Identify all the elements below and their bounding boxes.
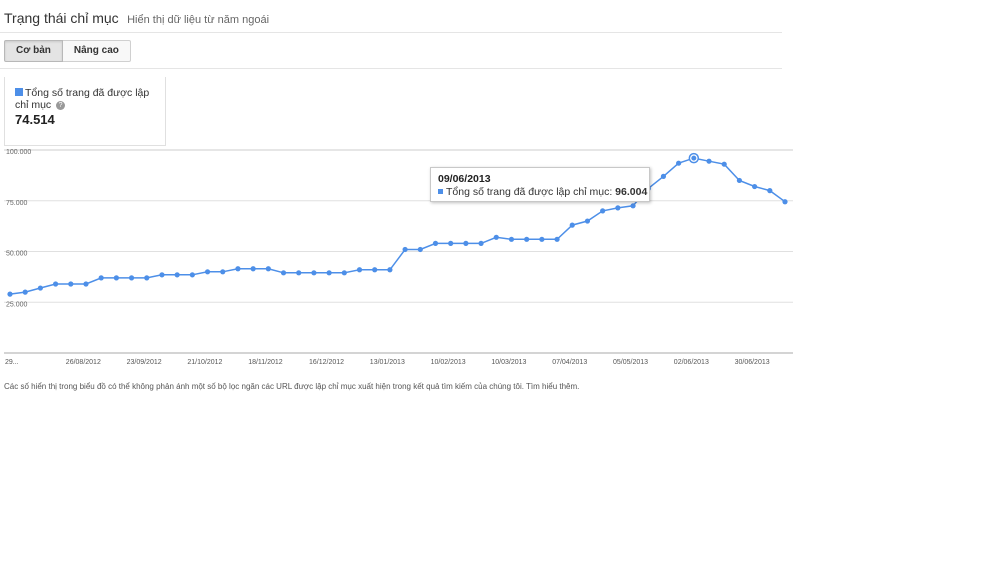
data-point <box>584 218 591 224</box>
data-point <box>22 289 28 295</box>
data-point <box>493 234 499 240</box>
x-tick-label: 21/10/2012 <box>187 359 222 366</box>
x-axis-ticks: 29... 26/08/2012 23/09/2012 21/10/2012 18/11… <box>5 359 770 366</box>
x-tick-label: 13/01/2013 <box>370 359 405 366</box>
view-tabs: Cơ bản Nâng cao <box>4 40 131 62</box>
data-point <box>660 173 667 179</box>
series-swatch <box>15 88 23 96</box>
data-point <box>311 270 317 276</box>
data-point <box>432 240 439 246</box>
data-point <box>113 275 119 281</box>
x-tick-label: 05/05/2013 <box>613 359 648 366</box>
x-tick-label: 16/12/2012 <box>309 359 344 366</box>
data-point <box>98 275 104 281</box>
data-point <box>524 236 530 242</box>
data-point <box>782 199 788 205</box>
data-point <box>767 188 773 194</box>
data-point <box>721 161 727 167</box>
metric-value: 74.514 <box>15 112 55 127</box>
page-header: Trạng thái chỉ mục Hiển thị dữ liệu từ n… <box>4 10 269 28</box>
tooltip-swatch <box>438 189 443 194</box>
help-icon[interactable]: ? <box>56 101 66 110</box>
page-title: Trạng thái chỉ mục <box>4 10 119 26</box>
chart-tooltip: 09/06/2013 Tổng số trang đã được lập chỉ… <box>430 167 650 202</box>
data-point <box>296 270 302 276</box>
data-point <box>706 158 712 164</box>
y-tick-label: 100.000 <box>6 149 31 156</box>
data-point <box>37 285 43 291</box>
x-tick-label: 02/06/2013 <box>674 359 709 366</box>
chart-grid <box>4 149 793 354</box>
x-tick-label: 10/03/2013 <box>491 359 526 366</box>
series-line <box>9 157 786 295</box>
y-tick-label: 50.000 <box>6 251 28 258</box>
data-point <box>463 240 469 246</box>
tooltip-series: Tổng số trang đã được lập chỉ mục: <box>446 186 613 198</box>
data-point <box>52 281 59 287</box>
footnote-text: Các số hiển thị trong biểu đồ có thể khô… <box>4 382 524 391</box>
metric-box: Tổng số trang đã được lập chỉ mục ? 74.5… <box>4 77 166 146</box>
y-axis-ticks: 100.000 75.000 50.000 25.000 <box>6 149 31 308</box>
x-tick-label: 30/06/2013 <box>735 359 770 366</box>
data-point <box>402 246 408 253</box>
data-point <box>736 177 743 184</box>
tooltip-value: 96.004 <box>615 186 648 198</box>
learn-more-link[interactable]: Tìm hiểu thêm. <box>526 382 580 391</box>
data-point <box>68 281 74 287</box>
data-point <box>265 266 271 272</box>
series-points <box>7 152 788 297</box>
data-point <box>250 266 256 272</box>
data-point <box>372 267 378 273</box>
data-point <box>676 160 682 166</box>
data-point <box>326 270 332 276</box>
data-point <box>280 270 287 276</box>
data-point <box>189 272 195 278</box>
x-tick-label: 29... <box>5 359 19 366</box>
data-point <box>174 272 180 278</box>
tabs-divider <box>0 68 782 69</box>
data-point <box>478 240 484 246</box>
x-tick-label: 10/02/2013 <box>431 359 466 366</box>
x-tick-label: 18/11/2012 <box>248 359 283 366</box>
data-point <box>615 205 621 211</box>
data-point <box>159 272 165 278</box>
data-point <box>508 236 515 242</box>
metric-label: Tổng số trang đã được lập chỉ mục <box>15 87 150 111</box>
data-point <box>204 269 211 275</box>
tab-advanced[interactable]: Nâng cao <box>62 40 131 62</box>
y-tick-label: 25.000 <box>6 301 28 308</box>
data-point <box>554 236 560 242</box>
data-point <box>128 275 135 281</box>
metric-label-row: Tổng số trang đã được lập chỉ mục ? <box>15 87 163 111</box>
data-point <box>7 291 13 297</box>
data-point <box>356 267 363 273</box>
header-divider <box>0 32 782 33</box>
line-chart: 100.000 75.000 50.000 25.000 29... 26/08/201… <box>4 149 793 366</box>
data-point <box>387 267 393 273</box>
x-tick-label: 07/04/2013 <box>552 359 587 366</box>
data-point <box>83 281 89 287</box>
data-point-highlight-core <box>691 155 697 161</box>
x-tick-label: 23/09/2012 <box>127 359 162 366</box>
page-subtitle: Hiển thị dữ liệu từ năm ngoái <box>127 14 270 26</box>
data-point <box>600 208 606 214</box>
x-tick-label: 26/08/2012 <box>66 359 101 366</box>
tooltip-date: 09/06/2013 <box>438 173 491 185</box>
footnote: Các số hiển thị trong biểu đồ có thể khô… <box>4 382 579 391</box>
data-point <box>752 183 758 190</box>
data-point <box>220 269 226 275</box>
data-point <box>539 236 545 242</box>
data-point <box>235 266 241 272</box>
data-point <box>569 222 575 228</box>
y-tick-label: 75.000 <box>6 200 28 207</box>
tab-basic[interactable]: Cơ bản <box>4 40 63 62</box>
data-point <box>417 246 423 253</box>
data-point <box>630 203 636 209</box>
data-point <box>341 270 347 276</box>
data-point <box>448 240 454 246</box>
tooltip-line: Tổng số trang đã được lập chỉ mục: 96.00… <box>438 186 649 198</box>
data-point <box>144 275 150 281</box>
